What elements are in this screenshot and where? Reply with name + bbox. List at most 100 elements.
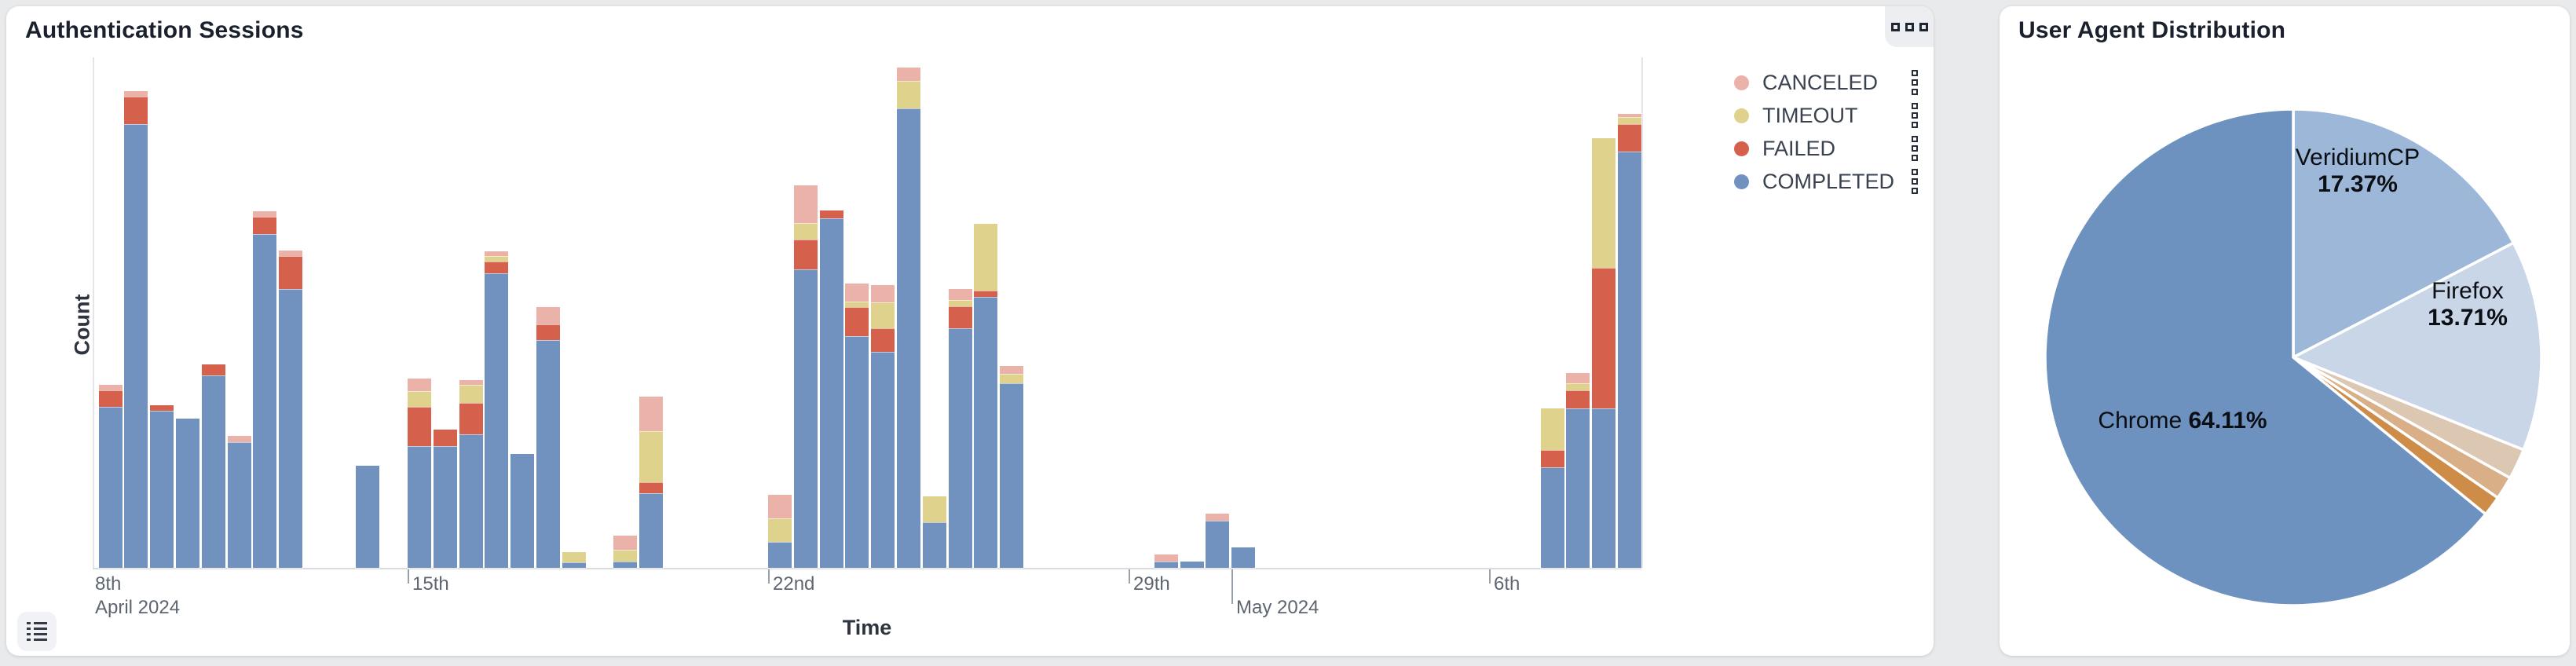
legend-label: TIMEOUT: [1762, 103, 1858, 127]
pie-label-pct: 13.71%: [2428, 305, 2508, 331]
stacked-bar[interactable]: [485, 6, 509, 568]
grid-view-button[interactable]: [1885, 6, 1934, 47]
stacked-bar[interactable]: [459, 6, 483, 568]
stacked-bar[interactable]: [408, 6, 431, 568]
stacked-bar[interactable]: [1000, 6, 1024, 568]
stacked-bar[interactable]: [1617, 6, 1641, 568]
pie-slice-Firefox[interactable]: [2292, 241, 2543, 452]
stacked-bar[interactable]: [896, 6, 920, 568]
bar-segment-completed: [124, 124, 148, 568]
bar-segment-timeout: [1540, 408, 1564, 450]
stacked-bar[interactable]: [433, 6, 457, 568]
legend-item-timeout[interactable]: TIMEOUT: [1734, 99, 1918, 132]
stacked-bar[interactable]: [201, 6, 225, 568]
bar-segment-timeout: [1566, 383, 1590, 390]
bar-segment-completed: [562, 562, 586, 568]
pie-slice-Chrome[interactable]: [2044, 108, 2487, 607]
stacked-bar[interactable]: [639, 6, 664, 568]
x-tick-label: 15th: [412, 573, 449, 595]
stacked-bar[interactable]: [819, 6, 843, 568]
stacked-bar[interactable]: [150, 6, 174, 568]
bar-segment-failed: [433, 430, 457, 446]
bar-segment-canceled: [124, 91, 148, 97]
grid-squares-icon: [1905, 22, 1914, 31]
auth-sessions-title: Authentication Sessions: [25, 17, 304, 43]
stacked-bar[interactable]: [356, 6, 380, 568]
drag-handle-icon[interactable]: [1912, 70, 1918, 95]
bar-segment-failed: [536, 324, 560, 340]
stacked-bar[interactable]: [768, 6, 792, 568]
stacked-bar[interactable]: [1566, 6, 1590, 568]
bar-segment-canceled: [639, 397, 664, 431]
stacked-bar[interactable]: [922, 6, 946, 568]
bar-segment-timeout: [1617, 117, 1641, 124]
bar-segment-completed: [279, 289, 303, 568]
bar-segment-timeout: [459, 385, 483, 403]
stacked-bar[interactable]: [845, 6, 869, 568]
x-tick-label: 22nd: [773, 573, 815, 595]
drag-handle-icon[interactable]: [1912, 103, 1918, 128]
bar-segment-timeout: [485, 256, 509, 262]
drag-handle-icon[interactable]: [1912, 136, 1918, 161]
bar-segment-failed: [1540, 450, 1564, 467]
stacked-bar[interactable]: [227, 6, 251, 568]
bar-segment-timeout: [408, 391, 431, 407]
bar-segment-completed: [485, 273, 509, 568]
bar-segment-timeout: [562, 552, 586, 562]
stacked-bar[interactable]: [510, 6, 535, 568]
legend-color-dot: [1734, 108, 1749, 123]
bar-segment-failed: [845, 307, 869, 336]
stacked-bar[interactable]: [948, 6, 972, 568]
bar-segment-canceled: [408, 379, 431, 391]
stacked-bar[interactable]: [1154, 6, 1178, 568]
x-tick-mark: [1231, 569, 1233, 604]
legend-item-completed[interactable]: COMPLETED: [1734, 165, 1918, 198]
x-tick-month-label: May 2024: [1236, 597, 1319, 618]
bar-segment-completed: [1206, 521, 1230, 568]
stacked-bar[interactable]: [98, 6, 123, 568]
bar-segment-failed: [819, 210, 843, 218]
stacked-bar[interactable]: [1180, 6, 1204, 568]
stacked-bar[interactable]: [536, 6, 560, 568]
bar-segment-timeout: [639, 431, 664, 482]
stacked-bar[interactable]: [871, 6, 895, 568]
user-agent-panel: User Agent Distribution VeridiumCP 17.37%…: [2000, 6, 2570, 656]
bar-segment-canceled: [227, 436, 251, 442]
stacked-bar[interactable]: [562, 6, 586, 568]
stacked-bar[interactable]: [1592, 6, 1616, 568]
bar-segment-completed: [1566, 408, 1590, 568]
bar-segment-failed: [279, 256, 303, 289]
stacked-bar[interactable]: [253, 6, 277, 568]
stacked-bar[interactable]: [124, 6, 148, 568]
stacked-bar[interactable]: [1206, 6, 1230, 568]
bar-segment-timeout: [793, 223, 818, 240]
auth-sessions-chart: 8th April 2024 15th 22nd 29th May 2024 6th Cou…: [6, 6, 1934, 656]
stacked-bar[interactable]: [793, 6, 818, 568]
pie-label-name: VeridiumCP: [2295, 145, 2420, 170]
stacked-bar[interactable]: [279, 6, 303, 568]
stacked-bar[interactable]: [1540, 6, 1564, 568]
x-tick-mark: [1489, 569, 1491, 584]
bar-segment-completed: [639, 493, 664, 568]
drag-handle-icon[interactable]: [1912, 169, 1918, 194]
legend-item-canceled[interactable]: CANCELED: [1734, 66, 1918, 99]
bar-segment-failed: [253, 217, 277, 234]
bar-segment-failed: [485, 262, 509, 273]
stacked-bar[interactable]: [1231, 6, 1256, 568]
bar-segment-failed: [459, 403, 483, 434]
x-tick-label: 8th: [95, 573, 122, 595]
pie-slice-VeridiumCP[interactable]: [2292, 108, 2516, 359]
bar-segment-canceled: [896, 68, 920, 81]
stacked-bar[interactable]: [974, 6, 998, 568]
stacked-bar[interactable]: [175, 6, 199, 568]
bar-segment-completed: [1154, 562, 1178, 568]
bar-segment-completed: [510, 454, 535, 568]
legend-item-failed[interactable]: FAILED: [1734, 132, 1918, 165]
bar-segment-completed: [896, 108, 920, 568]
stacked-bar[interactable]: [613, 6, 638, 568]
legend-toggle-button[interactable]: [17, 612, 57, 651]
pie-label-pct: 17.37%: [2318, 171, 2398, 197]
bar-segment-timeout: [974, 224, 998, 291]
bar-segment-canceled: [613, 536, 638, 550]
bar-segment-completed: [871, 352, 895, 568]
